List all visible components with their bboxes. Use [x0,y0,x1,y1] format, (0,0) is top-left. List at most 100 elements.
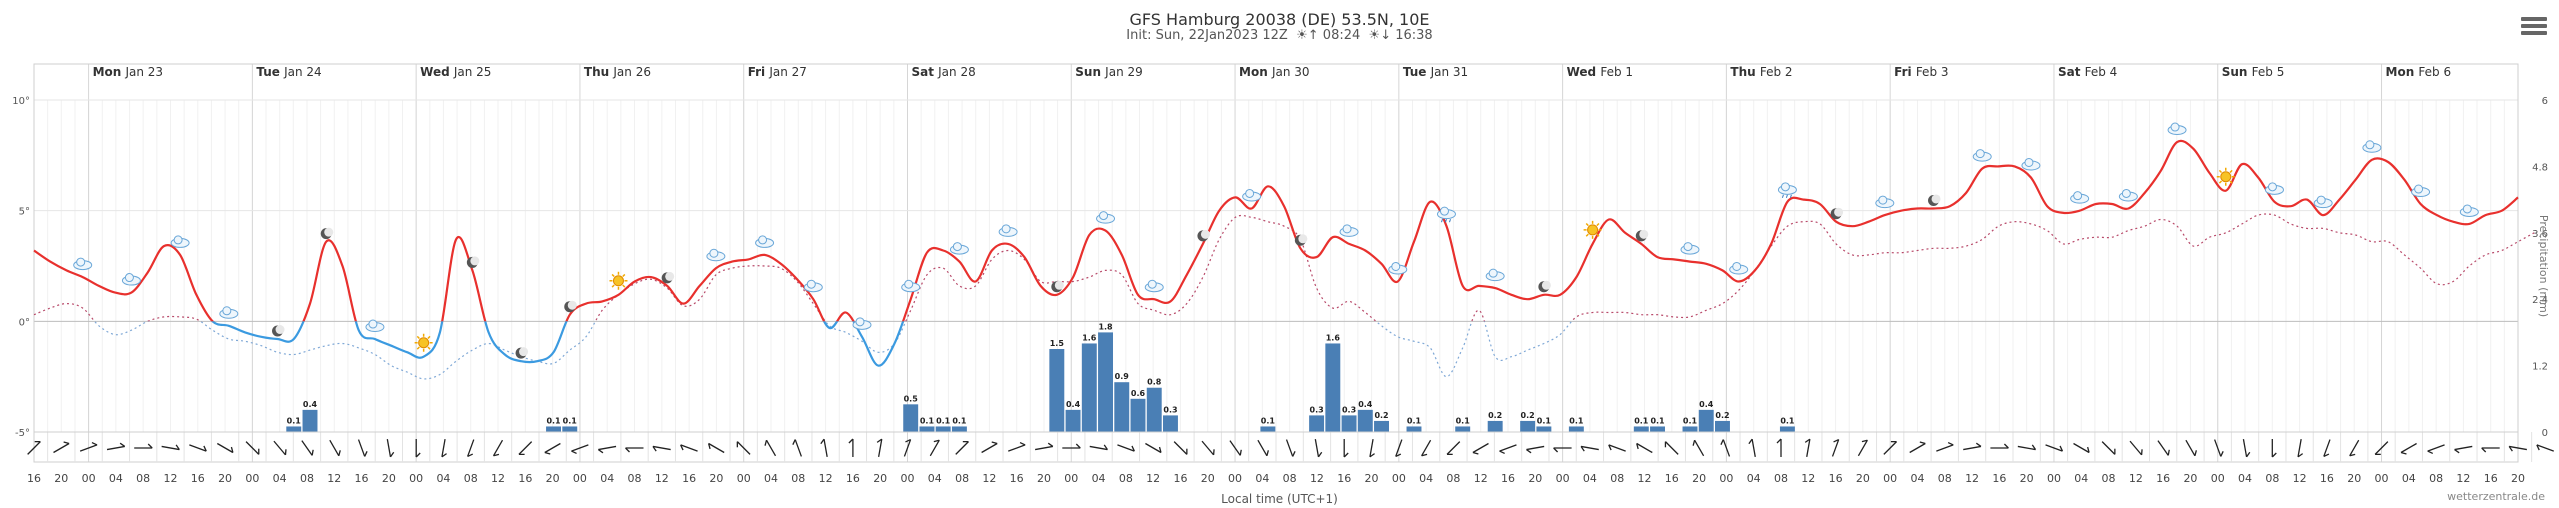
cloud-icon [1729,261,1749,275]
cloud-icon [170,235,190,248]
wind-arrow-icon [2214,439,2224,457]
wind-shaft [1936,444,1954,452]
wind-barb [1421,453,1428,457]
hour-tick-label: 04 [1255,472,1269,485]
day-of-week: Mon [2386,65,2419,79]
moon-light [1834,207,1844,217]
wind-barb [1103,444,1108,450]
moon-icon [1294,234,1308,246]
cloud-puff [124,273,134,283]
wind-shaft [27,441,41,455]
y2-tick-label: 0 [2542,428,2548,439]
cloud-puff [222,306,232,316]
wind-barb [764,440,768,446]
wind-shaft [2129,440,2143,456]
hour-tick-label: 08 [1119,472,1133,485]
cloud-puff [1147,279,1157,289]
day-date: Jan 29 [1104,65,1143,79]
wind-barb [1919,441,1926,445]
hour-tick-label: 16 [2484,472,2498,485]
wind-barb [1975,442,1982,447]
wind-barb [284,449,287,455]
cloud-puff [1245,188,1255,198]
precip-value-label: 0.1 [1634,416,1649,425]
hour-tick-label: 04 [273,472,287,485]
hour-tick-label: 12 [1638,472,1652,485]
hour-tick-label: 20 [218,472,232,485]
precip-bar [1065,409,1081,432]
hour-tick-label: 04 [1583,472,1597,485]
wind-barb [1553,447,1559,453]
precip-bar [1374,420,1389,432]
hour-tick-label: 20 [1201,472,1215,485]
precip-value-label: 0.1 [287,416,302,425]
hour-tick-label: 12 [2129,472,2143,485]
wind-arrow-icon [1776,438,1782,457]
hour-tick-label: 12 [2293,472,2307,485]
minor-grid [33,100,2519,432]
day-label: Sun Jan 29 [1075,65,1143,79]
sunset-icon: ☀↓ [1364,28,1392,43]
wind-arrow-icon [625,447,644,453]
wind-barb [2194,450,2197,456]
day-date: Feb 1 [1600,65,1633,79]
precip-bar [1633,426,1649,432]
wind-shaft [1608,444,1626,452]
day-date: Jan 23 [124,65,163,79]
moon-light [1298,234,1308,244]
sun-icon [1583,220,1602,239]
wind-shaft [680,444,698,452]
wind-arrow-icon [2073,442,2090,454]
moon-light [1931,194,1941,204]
wind-barb [1720,439,1724,445]
hamburger-menu-icon[interactable] [2521,14,2547,40]
hour-tick-label: 16 [1829,472,1843,485]
day-label: Sun Feb 5 [2222,65,2285,79]
day-label: Fri Feb 3 [1894,65,1948,79]
hour-tick-label: 20 [382,472,396,485]
wind-shaft [544,442,561,454]
wind-arrow-icon [441,439,447,458]
y-axis-left: -5° 0° 5° 10° [12,96,2518,439]
hour-tick-label: 16 [1501,472,1515,485]
chart-title: GFS Hamburg 20038 (DE) 53.5N, 10E [1129,10,1430,29]
wind-arrow-icon [1909,441,1926,454]
wind-arrow-icon [1173,441,1188,455]
wind-shaft [1883,441,1898,455]
wind-shaft [1395,439,1403,457]
wind-row [27,432,2554,462]
cloud-puff [2462,204,2472,214]
wind-barb [707,443,711,450]
y-tick-label: -5° [15,428,30,439]
hour-tick-label: 12 [1474,472,1488,485]
precip-bar [1487,420,1503,432]
wind-arrow-icon [329,439,341,457]
moon-icon [515,347,529,359]
precip-bar [1715,420,1730,432]
wind-shaft [794,439,802,457]
precip-bar [1650,426,1665,432]
cloud-puff [2121,188,2131,198]
wind-shaft [216,442,234,454]
day-date: Feb 6 [2418,65,2451,79]
wind-barb [364,451,368,457]
wind-arrow-icon [189,444,207,452]
precip-bar [1520,420,1536,432]
moon-icon [466,256,480,268]
wind-arrow-icon [2017,444,2037,451]
day-date: Feb 3 [1916,65,1949,79]
wind-barb [2087,446,2090,453]
wind-shaft [1580,445,1599,451]
precip-bar [1357,409,1373,432]
wind-arrow-icon [1664,441,1679,455]
sun-icon [414,333,433,352]
precip-value-label: 0.6 [1131,389,1146,398]
day-label: Mon Jan 23 [93,65,164,79]
sunrise-icon: ☀↑ [1291,28,1319,43]
wind-arrow-icon [53,441,70,454]
hour-tick-label: 16 [846,472,860,485]
y2-tick-label: 3.6 [2532,229,2548,240]
wind-shaft [245,441,260,455]
wind-shaft [189,444,207,452]
